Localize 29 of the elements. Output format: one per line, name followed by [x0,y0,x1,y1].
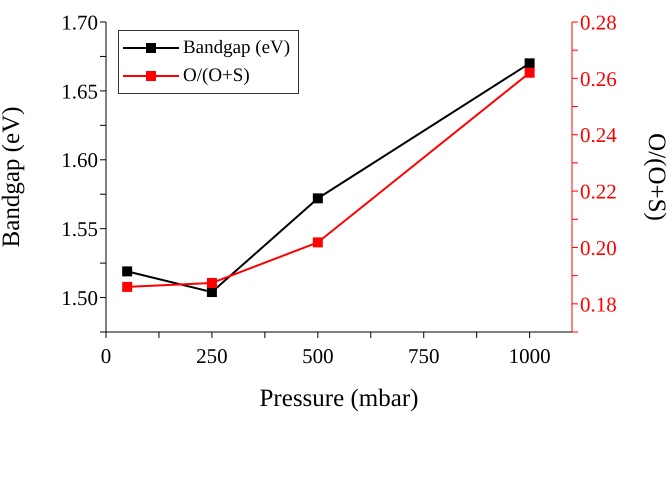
point [524,68,535,78]
y-tick-label: 1.55 [61,217,98,242]
legend-label: O/(O+S) [183,65,250,87]
legend-label: Bandgap (eV) [183,37,290,59]
y2-tick-label: 0.22 [580,180,617,204]
point [524,58,535,68]
y2-tick-label: 0.24 [580,123,618,148]
point [312,193,323,204]
point [312,237,323,248]
y2-tick-label: 0.28 [580,10,617,34]
x-tick-label: 1000 [508,344,551,368]
y-tick-label: 1.65 [61,79,98,104]
point [122,282,132,292]
point [206,287,217,298]
point [206,278,217,288]
y-tick-label: 1.70 [61,10,98,34]
y2-tick-label: 0.18 [580,292,617,316]
y2-tick-label: 0.20 [580,236,617,260]
x-tick-label: 0 [100,344,112,368]
y-tick-label: 1.60 [61,148,98,172]
y2-axis-title: O/(O+S) [643,133,668,221]
x-axis-title: Pressure (mbar) [260,385,418,412]
point [122,266,132,276]
y2-tick-label: 0.26 [580,66,617,91]
x-tick-label: 750 [408,344,440,368]
x-tick-label: 250 [196,344,228,368]
y-tick-label: 1.50 [61,286,98,310]
x-tick-label: 500 [302,344,334,368]
y-axis-title: Bandgap (eV) [0,106,25,248]
